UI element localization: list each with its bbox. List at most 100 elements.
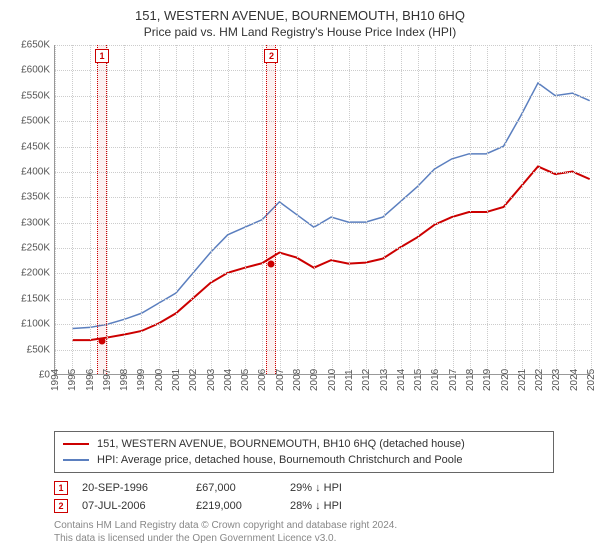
x-tick-label: 2019	[482, 369, 493, 391]
x-tick-label: 1994	[50, 369, 61, 391]
gridline-h	[55, 248, 590, 249]
x-tick-label: 2013	[379, 369, 390, 391]
y-tick-label: £550K	[21, 90, 50, 101]
transaction-price: £67,000	[196, 479, 276, 497]
x-tick-label: 2007	[275, 369, 286, 391]
y-tick-label: £200K	[21, 268, 50, 279]
gridline-h	[55, 172, 590, 173]
gridline-v	[280, 45, 281, 374]
x-tick-label: 2008	[292, 369, 303, 391]
transaction-diff: 28% ↓ HPI	[290, 497, 380, 515]
gridline-v	[141, 45, 142, 374]
gridline-v	[435, 45, 436, 374]
x-tick-label: 2001	[171, 369, 182, 391]
legend-box: 151, WESTERN AVENUE, BOURNEMOUTH, BH10 6…	[54, 431, 554, 473]
gridline-h	[55, 223, 590, 224]
gridline-h	[55, 299, 590, 300]
marker-tag: 2	[264, 49, 278, 63]
x-tick-label: 2011	[344, 369, 355, 391]
footer-line2: This data is licensed under the Open Gov…	[54, 532, 590, 545]
footer-attribution: Contains HM Land Registry data © Crown c…	[54, 519, 590, 545]
x-tick-label: 1995	[67, 369, 78, 391]
gridline-v	[245, 45, 246, 374]
gridline-h	[55, 147, 590, 148]
x-tick-label: 1999	[136, 369, 147, 391]
gridline-h	[55, 121, 590, 122]
gridline-v	[401, 45, 402, 374]
x-tick-label: 2020	[500, 369, 511, 391]
x-tick-label: 2023	[551, 369, 562, 391]
gridline-v	[193, 45, 194, 374]
gridline-v	[262, 45, 263, 374]
legend-item: 151, WESTERN AVENUE, BOURNEMOUTH, BH10 6…	[63, 436, 545, 452]
x-tick-label: 2000	[154, 369, 165, 391]
x-tick-label: 2003	[206, 369, 217, 391]
chart-area: £0£50K£100K£150K£200K£250K£300K£350K£400…	[10, 45, 590, 395]
gridline-v	[591, 45, 592, 374]
transaction-table: 120-SEP-1996£67,00029% ↓ HPI207-JUL-2006…	[54, 479, 590, 515]
x-tick-label: 2012	[361, 369, 372, 391]
gridline-h	[55, 197, 590, 198]
x-tick-label: 2025	[586, 369, 597, 391]
gridline-h	[55, 70, 590, 71]
x-tick-label: 2018	[465, 369, 476, 391]
gridline-v	[453, 45, 454, 374]
y-axis: £0£50K£100K£150K£200K£250K£300K£350K£400…	[10, 45, 54, 395]
gridline-v	[314, 45, 315, 374]
gridline-v	[556, 45, 557, 374]
gridline-h	[55, 350, 590, 351]
transaction-tag: 1	[54, 481, 68, 495]
gridline-v	[470, 45, 471, 374]
x-tick-label: 2015	[413, 369, 424, 391]
legend-swatch	[63, 459, 89, 461]
legend-swatch	[63, 443, 89, 445]
gridline-v	[384, 45, 385, 374]
y-tick-label: £600K	[21, 65, 50, 76]
gridline-v	[522, 45, 523, 374]
gridline-v	[72, 45, 73, 374]
transaction-date: 07-JUL-2006	[82, 497, 182, 515]
y-tick-label: £250K	[21, 243, 50, 254]
y-tick-label: £0	[39, 370, 50, 381]
gridline-v	[107, 45, 108, 374]
gridline-v	[228, 45, 229, 374]
x-tick-label: 2014	[396, 369, 407, 391]
gridline-h	[55, 273, 590, 274]
legend-label: HPI: Average price, detached house, Bour…	[97, 452, 462, 468]
marker-tag: 1	[95, 49, 109, 63]
gridline-v	[159, 45, 160, 374]
x-tick-label: 2009	[309, 369, 320, 391]
x-tick-label: 1997	[102, 369, 113, 391]
x-tick-label: 2002	[188, 369, 199, 391]
transaction-row: 1 20-SEP-1996 £67,000 29% ↓ HPI	[54, 479, 590, 497]
marker-dot	[268, 260, 275, 267]
y-tick-label: £450K	[21, 141, 50, 152]
x-tick-label: 1998	[119, 369, 130, 391]
footer-line1: Contains HM Land Registry data © Crown c…	[54, 519, 590, 532]
x-axis: 1994199519961997199819992000200120022003…	[54, 377, 590, 397]
gridline-v	[124, 45, 125, 374]
gridline-v	[90, 45, 91, 374]
x-tick-label: 2024	[569, 369, 580, 391]
chart-subtitle: Price paid vs. HM Land Registry's House …	[10, 25, 590, 39]
gridline-v	[505, 45, 506, 374]
y-tick-label: £50K	[27, 344, 50, 355]
y-tick-label: £150K	[21, 293, 50, 304]
y-tick-label: £350K	[21, 192, 50, 203]
gridline-v	[574, 45, 575, 374]
gridline-h	[55, 96, 590, 97]
x-tick-label: 2016	[430, 369, 441, 391]
x-tick-label: 2006	[257, 369, 268, 391]
gridline-v	[297, 45, 298, 374]
gridline-h	[55, 45, 590, 46]
y-tick-label: £650K	[21, 40, 50, 51]
legend-item: HPI: Average price, detached house, Bour…	[63, 452, 545, 468]
x-tick-label: 2004	[223, 369, 234, 391]
gridline-h	[55, 324, 590, 325]
x-tick-label: 2021	[517, 369, 528, 391]
y-tick-label: £100K	[21, 319, 50, 330]
transaction-diff: 29% ↓ HPI	[290, 479, 380, 497]
x-tick-label: 2005	[240, 369, 251, 391]
transaction-date: 20-SEP-1996	[82, 479, 182, 497]
x-tick-label: 2010	[327, 369, 338, 391]
